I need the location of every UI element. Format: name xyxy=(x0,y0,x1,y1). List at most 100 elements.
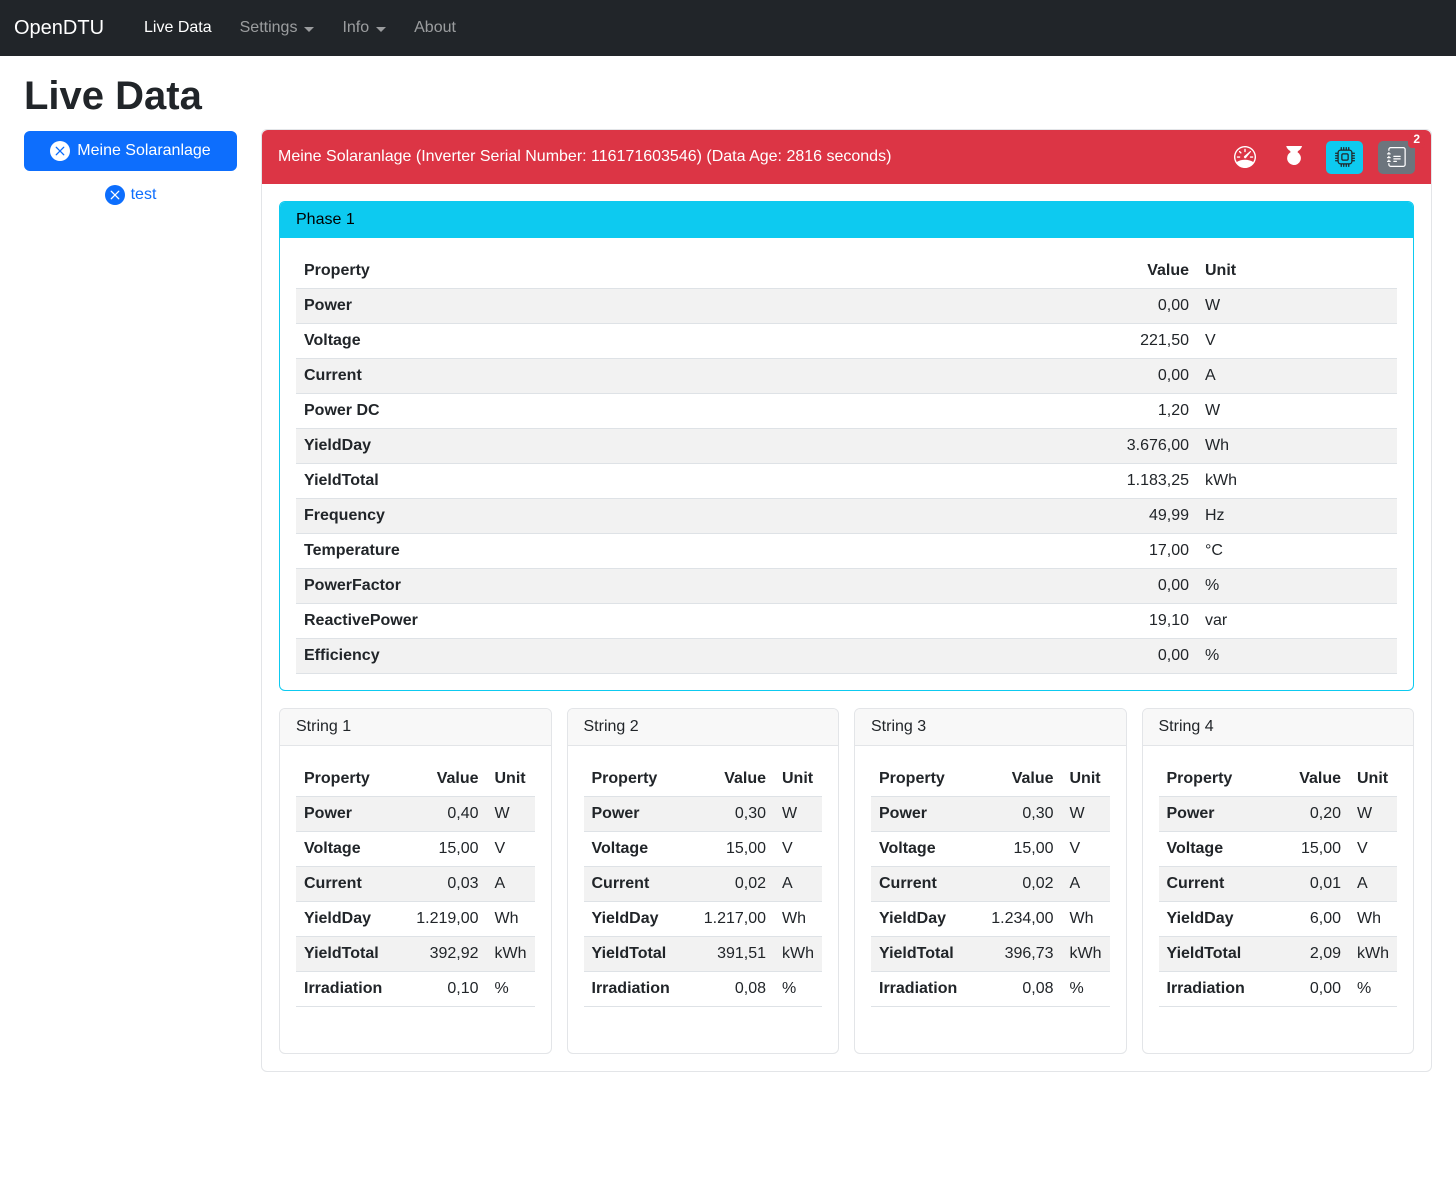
property-cell: Irradiation xyxy=(871,971,966,1007)
value-cell: 0,00 xyxy=(1252,971,1349,1007)
property-cell: ReactivePower xyxy=(296,603,1062,639)
table-row: Power 0,40 W xyxy=(296,796,535,832)
property-cell: Voltage xyxy=(1158,831,1253,867)
col-value: Value xyxy=(677,762,774,797)
property-cell: YieldDay xyxy=(296,901,391,937)
col-property: Property xyxy=(871,762,966,797)
property-cell: Power xyxy=(296,288,1062,324)
value-cell: 0,02 xyxy=(677,866,774,902)
value-cell: 15,00 xyxy=(965,831,1062,867)
nav-info[interactable]: Info xyxy=(328,11,400,45)
string-4-header: String 4 xyxy=(1142,709,1413,746)
property-cell: PowerFactor xyxy=(296,568,1062,604)
table-row: YieldTotal 396,73 kWh xyxy=(871,936,1110,972)
inverter-select-button[interactable]: Meine Solaranlage xyxy=(24,131,237,171)
col-property: Property xyxy=(583,762,678,797)
col-unit: Unit xyxy=(1349,762,1397,797)
speedometer-icon[interactable] xyxy=(1228,146,1262,168)
property-cell: YieldTotal xyxy=(871,936,966,972)
string-3-card: String 3 Property Value Unit xyxy=(854,708,1127,1054)
property-cell: YieldTotal xyxy=(296,463,1062,499)
col-unit: Unit xyxy=(1061,762,1110,797)
value-cell: 0,08 xyxy=(677,971,774,1007)
table-row: Irradiation 0,08% xyxy=(871,971,1110,1007)
unit-cell: V xyxy=(1197,323,1397,359)
table-row: Current 0,01 A xyxy=(1158,866,1397,902)
property-cell: Frequency xyxy=(296,498,1062,534)
value-cell: 221,50 xyxy=(1062,323,1197,359)
value-cell: 0,30 xyxy=(965,796,1062,832)
unit-cell: kWh xyxy=(774,936,822,972)
table-row: Current 0,02 A xyxy=(871,866,1110,902)
phase-1-table: Property Value Unit Power 0,00 W Voltage 221… xyxy=(296,254,1397,674)
table-row: YieldTotal 2,09 kWh xyxy=(1158,936,1397,972)
col-value: Value xyxy=(390,762,487,797)
inverter-card-title: Meine Solaranlage (Inverter Serial Numbe… xyxy=(278,148,892,165)
unit-cell: kWh xyxy=(486,936,535,972)
value-cell: 1.219,00 xyxy=(390,901,487,937)
nav-info-label: Info xyxy=(342,19,370,36)
unit-cell: V xyxy=(774,831,822,867)
property-cell: YieldTotal xyxy=(1158,936,1253,972)
property-cell: Irradiation xyxy=(296,971,391,1007)
unit-cell: W xyxy=(1349,796,1397,832)
table-row: YieldTotal 1.183,25 kWh xyxy=(296,463,1397,499)
nav-live-data[interactable]: Live Data xyxy=(144,19,212,36)
unit-cell: kWh xyxy=(1349,936,1397,972)
table-row: Current 0,02 A xyxy=(583,866,822,902)
table-row: Temperature 17,00 °C xyxy=(296,533,1397,569)
string-3-table: Property Value Unit Power 0,30 W Voltage 15,… xyxy=(871,762,1110,1007)
property-cell: YieldDay xyxy=(583,901,678,937)
unit-cell: Wh xyxy=(1061,901,1110,937)
unit-cell: A xyxy=(1349,866,1397,902)
nav-settings-label: Settings xyxy=(239,19,298,36)
table-row: YieldDay 6,00 Wh xyxy=(1158,901,1397,937)
table-header-row: Property Value Unit xyxy=(296,762,535,797)
value-cell: 17,00 xyxy=(1062,533,1197,569)
property-cell: Current xyxy=(871,866,966,902)
value-cell: 1,20 xyxy=(1062,393,1197,429)
table-header-row: Property Value Unit xyxy=(296,254,1397,289)
property-cell: Current xyxy=(583,866,678,902)
col-property: Property xyxy=(296,762,391,797)
property-cell: Power xyxy=(296,796,391,832)
property-cell: Current xyxy=(296,358,1062,394)
brand-logo[interactable]: OpenDTU xyxy=(14,16,105,39)
nav-about[interactable]: About xyxy=(414,19,456,36)
nav-settings[interactable]: Settings xyxy=(226,11,329,45)
string-3-header: String 3 xyxy=(855,709,1126,746)
unit-cell: A xyxy=(774,866,822,902)
property-cell: Current xyxy=(1158,866,1253,902)
string-2-card: String 2 Property Value Unit xyxy=(566,708,839,1054)
unit-cell: A xyxy=(486,866,535,902)
value-cell: 0,02 xyxy=(965,866,1062,902)
table-row: Current 0,03 A xyxy=(296,866,535,902)
unit-cell: % xyxy=(1197,638,1397,674)
unit-cell: % xyxy=(1061,971,1110,1007)
table-row: Irradiation 0,10% xyxy=(296,971,535,1007)
table-row: Efficiency 0,00% xyxy=(296,638,1397,674)
table-row: Current 0,00 A xyxy=(296,358,1397,394)
string-1-header: String 1 xyxy=(280,709,551,746)
value-cell: 15,00 xyxy=(390,831,487,867)
event-log-button[interactable]: 2 xyxy=(1378,129,1425,174)
inverter-item-test[interactable]: test xyxy=(24,185,237,205)
phase-1-card: Phase 1 Property Value Unit xyxy=(279,201,1414,691)
unit-cell: A xyxy=(1197,358,1397,394)
table-row: Power 0,30 W xyxy=(583,796,822,832)
value-cell: 0,00 xyxy=(1062,288,1197,324)
string-1-card: String 1 Property Value Unit xyxy=(279,708,552,1054)
table-row: YieldDay 1.217,00 Wh xyxy=(583,901,822,937)
table-row: YieldTotal 391,51 kWh xyxy=(583,936,822,972)
table-row: YieldDay 1.219,00 Wh xyxy=(296,901,535,937)
table-row: Voltage 221,50 V xyxy=(296,323,1397,359)
value-cell: 0,40 xyxy=(390,796,487,832)
property-cell: YieldDay xyxy=(1158,901,1253,937)
cpu-settings-button[interactable] xyxy=(1326,140,1363,174)
property-cell: Voltage xyxy=(871,831,966,867)
col-property: Property xyxy=(296,254,1062,289)
value-cell: 0,00 xyxy=(1062,358,1197,394)
value-cell: 0,00 xyxy=(1062,638,1197,674)
inverter-card-header: Meine Solaranlage (Inverter Serial Numbe… xyxy=(262,129,1431,184)
power-icon[interactable] xyxy=(1277,146,1311,168)
